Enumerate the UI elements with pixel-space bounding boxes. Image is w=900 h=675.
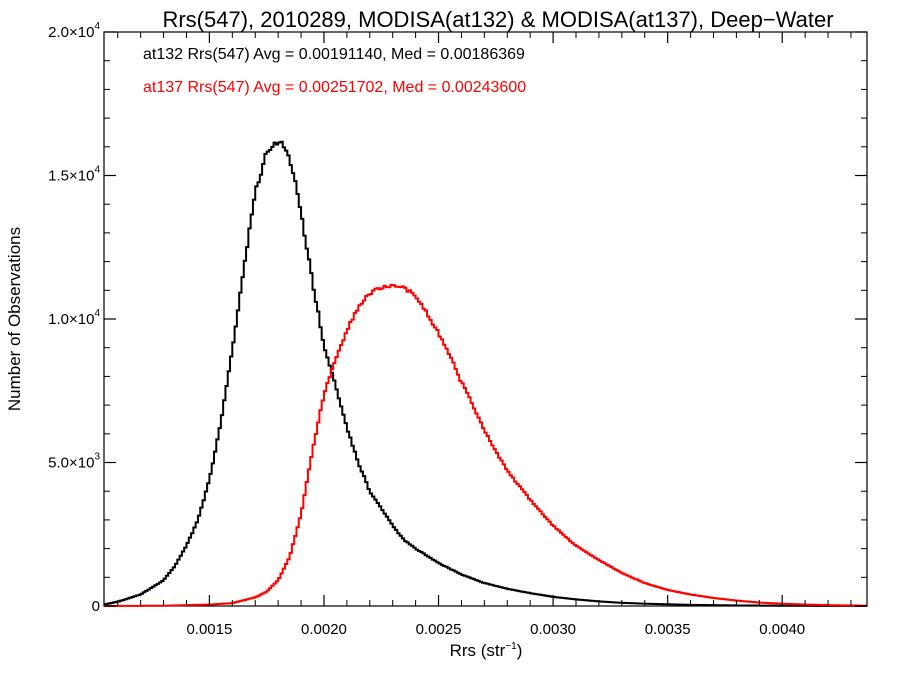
y-tick-label: 0 xyxy=(92,598,100,615)
x-tick-label: 0.0030 xyxy=(530,621,576,638)
x-axis-label: Rrs (str−1) xyxy=(450,641,523,660)
series-layer xyxy=(104,140,867,607)
y-tick-label: 5.0×103 xyxy=(48,452,100,472)
x-tick-label: 0.0040 xyxy=(759,621,805,638)
annotation-at137: at137 Rrs(547) Avg = 0.00251702, Med = 0… xyxy=(143,79,526,96)
x-tick-label: 0.0020 xyxy=(301,621,347,638)
annotation-at132: at132 Rrs(547) Avg = 0.00191140, Med = 0… xyxy=(143,46,525,63)
y-tick-label: 1.0×104 xyxy=(48,308,100,328)
y-tick-label: 1.5×104 xyxy=(48,165,100,185)
x-tick-label: 0.0035 xyxy=(645,621,691,638)
x-axis-label-base: Rrs (str xyxy=(450,641,506,660)
y-axis: 0 5.0×103 1.0×104 1.5×104 2.0×104 xyxy=(48,21,867,615)
x-axis-label-sup: −1 xyxy=(505,641,517,652)
x-tick-label: 0.0015 xyxy=(186,621,232,638)
y-tick-label: 2.0×104 xyxy=(48,21,100,41)
y-axis-label: Number of Observations xyxy=(5,227,24,411)
chart-title: Rrs(547), 2010289, MODISA(at132) & MODIS… xyxy=(162,7,833,32)
series-line-0 xyxy=(104,140,867,607)
x-axis: 0.0015 0.0020 0.0025 0.0030 0.0035 0.0040 xyxy=(117,32,852,638)
x-axis-label-tail: ) xyxy=(517,641,523,660)
plot-frame xyxy=(103,31,868,607)
series-line-1 xyxy=(104,283,867,607)
x-tick-label: 0.0025 xyxy=(416,621,462,638)
